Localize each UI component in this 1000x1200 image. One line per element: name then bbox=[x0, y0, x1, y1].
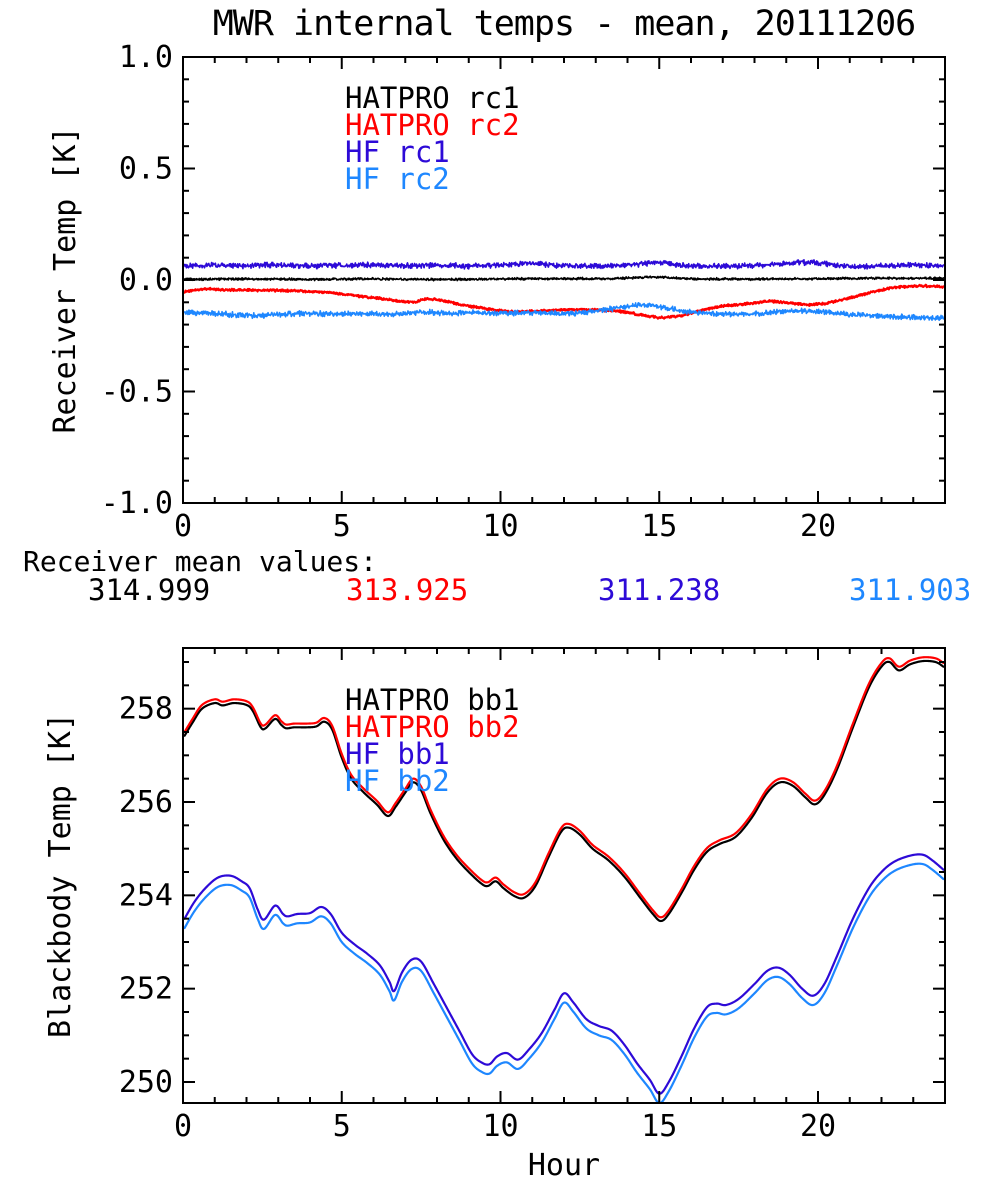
blackbody-x-tick-label: 10 bbox=[482, 1109, 518, 1144]
receiver-x-tick-label: 10 bbox=[482, 509, 518, 544]
receiver-mean-values-label: Receiver mean values: bbox=[23, 545, 378, 578]
legend-entry-hf-bb2: HF bb2 bbox=[345, 764, 450, 798]
receiver-y-tick-label: 1.0 bbox=[119, 40, 173, 75]
blackbody-y-axis-label: Blackbody Temp [K] bbox=[43, 713, 78, 1038]
blackbody-axes-box bbox=[182, 647, 946, 1104]
figure-title: MWR internal temps - mean, 20111206 bbox=[212, 4, 917, 44]
legend-entry-hatpro-rc1: HATPRO rc1 bbox=[345, 81, 520, 115]
series-hf-bb1 bbox=[183, 853, 945, 1095]
blackbody-x-tick-label: 0 bbox=[174, 1109, 192, 1144]
series-hatpro-bb1 bbox=[183, 659, 945, 923]
mean-value-hf-rc2: 311.903 bbox=[849, 573, 972, 607]
legend-entry-hatpro-bb2: HATPRO bb2 bbox=[345, 710, 520, 744]
blackbody-x-tick-label: 5 bbox=[333, 1109, 351, 1144]
receiver-x-tick-label: 20 bbox=[800, 509, 836, 544]
blackbody-x-tick-label: 20 bbox=[800, 1109, 836, 1144]
series-hatpro-bb2 bbox=[183, 656, 945, 919]
receiver-y-axis-label: Receiver Temp [K] bbox=[48, 126, 83, 433]
receiver-y-tick-label: 0.5 bbox=[119, 152, 173, 187]
receiver-x-tick-label: 15 bbox=[641, 509, 677, 544]
series-hf-rc2 bbox=[183, 301, 945, 321]
series-hf-rc1 bbox=[183, 259, 945, 270]
mean-value-hatpro-rc1: 314.999 bbox=[88, 573, 211, 607]
blackbody-series-group bbox=[183, 656, 945, 1103]
blackbody-y-tick-label: 258 bbox=[119, 692, 173, 727]
mean-value-hf-rc1: 311.238 bbox=[598, 573, 721, 607]
legend-entry-hatpro-rc2: HATPRO rc2 bbox=[345, 108, 520, 142]
receiver-x-tick-label: 5 bbox=[333, 509, 351, 544]
series-hatpro-rc1 bbox=[183, 275, 945, 282]
receiver-x-tick-label: 0 bbox=[174, 509, 192, 544]
blackbody-y-tick-label: 250 bbox=[119, 1065, 173, 1100]
receiver-y-tick-label: -0.5 bbox=[101, 375, 173, 410]
series-hf-bb2 bbox=[183, 862, 945, 1103]
legend-entry-hatpro-bb1: HATPRO bb1 bbox=[345, 683, 520, 717]
legend-entry-hf-rc2: HF rc2 bbox=[345, 162, 450, 196]
receiver-series-group bbox=[183, 259, 945, 321]
receiver-y-tick-label: -1.0 bbox=[101, 486, 173, 521]
blackbody-x-tick-label: 15 bbox=[641, 1109, 677, 1144]
mean-value-hatpro-rc2: 313.925 bbox=[346, 573, 469, 607]
legend-entry-hf-bb1: HF bb1 bbox=[345, 737, 450, 771]
blackbody-y-tick-label: 256 bbox=[119, 785, 173, 820]
series-hatpro-rc2 bbox=[183, 283, 945, 320]
blackbody-y-tick-label: 254 bbox=[119, 878, 173, 913]
legend-entry-hf-rc1: HF rc1 bbox=[345, 135, 450, 169]
blackbody-y-tick-label: 252 bbox=[119, 972, 173, 1007]
receiver-y-tick-label: 0.0 bbox=[119, 263, 173, 298]
blackbody-x-axis-label: Hour bbox=[528, 1148, 600, 1183]
